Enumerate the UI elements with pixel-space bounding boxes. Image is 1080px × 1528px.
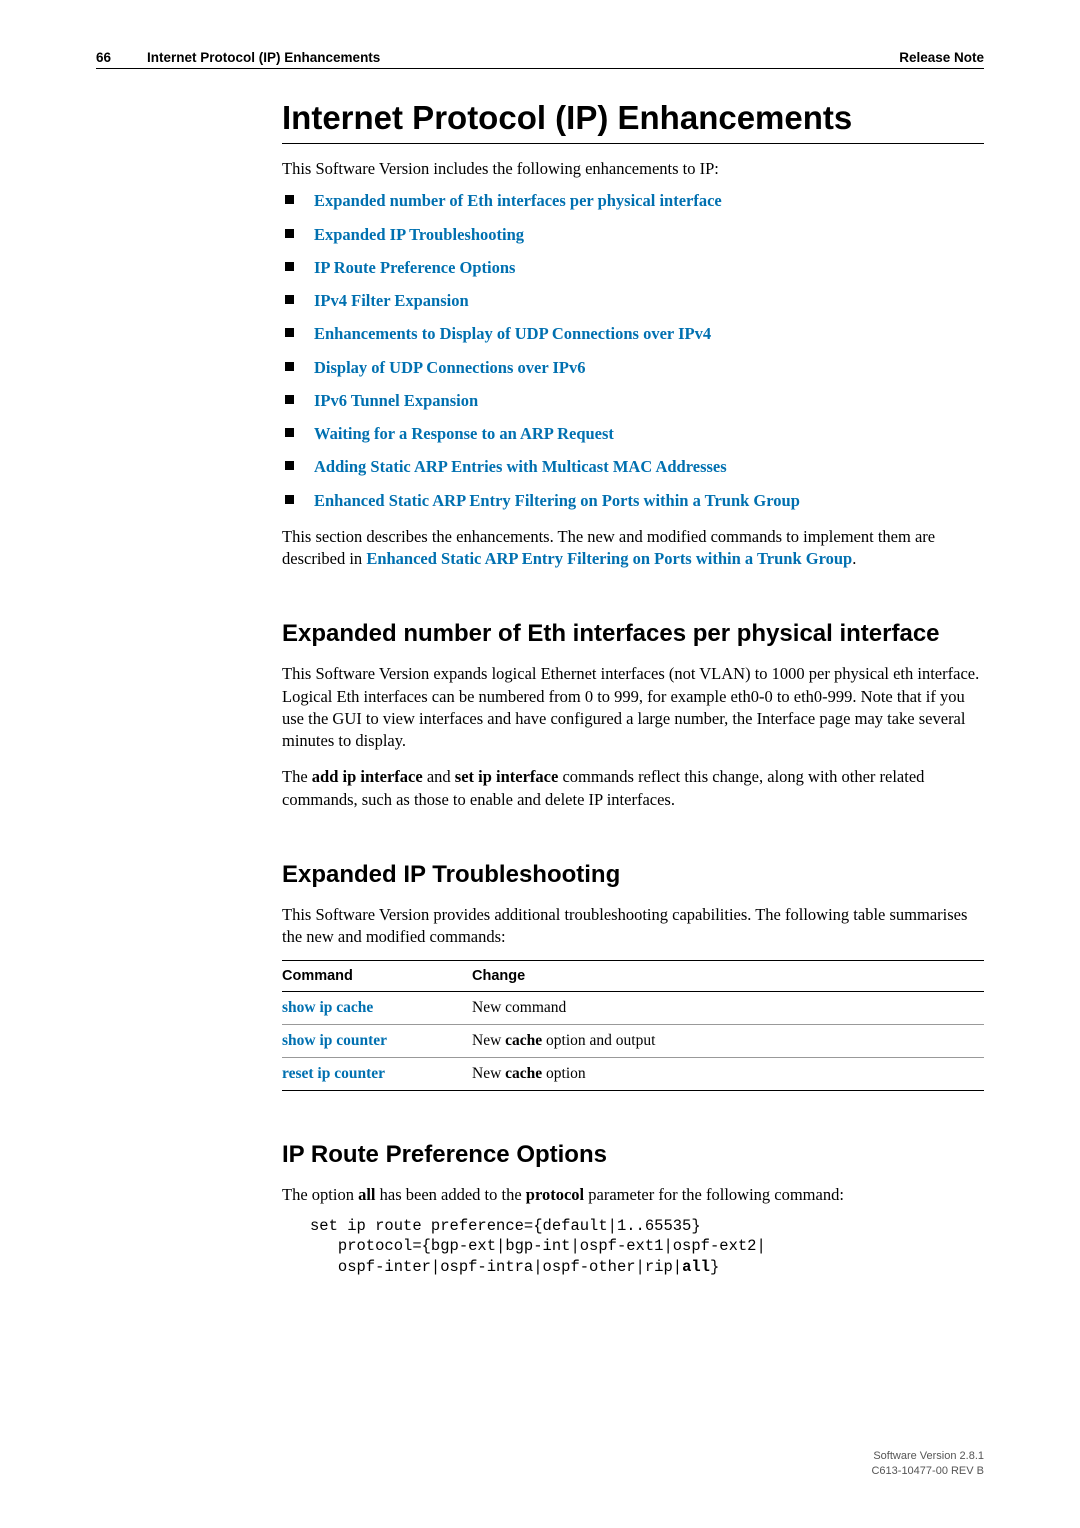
code-block: set ip route preference={default|1..6553… <box>310 1216 984 1276</box>
change-cell: New cache option <box>472 1058 984 1091</box>
toc-item: IPv6 Tunnel Expansion <box>282 390 984 412</box>
cmd-link[interactable]: show ip counter <box>282 1032 387 1049</box>
footer-docid: C613-10477-00 REV B <box>871 1464 984 1478</box>
cmd-link[interactable]: reset ip counter <box>282 1065 385 1082</box>
page-number: 66 <box>96 50 111 65</box>
table-row: show ip cache New command <box>282 992 984 1025</box>
toc-link[interactable]: Display of UDP Connections over IPv6 <box>314 358 586 377</box>
section-title-trouble: Expanded IP Troubleshooting <box>282 861 984 890</box>
toc-item: IP Route Preference Options <box>282 257 984 279</box>
toc-link[interactable]: Enhanced Static ARP Entry Filtering on P… <box>314 491 800 510</box>
toc-link[interactable]: Expanded IP Troubleshooting <box>314 225 524 244</box>
post-toc-para: This section describes the enhancements.… <box>282 526 984 571</box>
toc-list: Expanded number of Eth interfaces per ph… <box>282 190 984 512</box>
change-cell: New command <box>472 992 984 1025</box>
intro-text: This Software Version includes the follo… <box>282 158 984 180</box>
toc-link[interactable]: IPv4 Filter Expansion <box>314 291 469 310</box>
toc-item: IPv4 Filter Expansion <box>282 290 984 312</box>
page-footer: Software Version 2.8.1 C613-10477-00 REV… <box>871 1449 984 1478</box>
running-header: 66 Internet Protocol (IP) Enhancements R… <box>96 50 984 69</box>
post-toc-link[interactable]: Enhanced Static ARP Entry Filtering on P… <box>366 549 852 568</box>
table-header-change: Change <box>472 961 984 992</box>
page-title: Internet Protocol (IP) Enhancements <box>282 99 984 144</box>
toc-link[interactable]: Waiting for a Response to an ARP Request <box>314 424 614 443</box>
toc-link[interactable]: Expanded number of Eth interfaces per ph… <box>314 191 722 210</box>
table-row: show ip counter New cache option and out… <box>282 1025 984 1058</box>
change-cell: New cache option and output <box>472 1025 984 1058</box>
sec2-para1: This Software Version provides additiona… <box>282 904 984 949</box>
toc-item: Expanded number of Eth interfaces per ph… <box>282 190 984 212</box>
command-table: Command Change show ip cache New command… <box>282 960 984 1091</box>
toc-item: Display of UDP Connections over IPv6 <box>282 357 984 379</box>
toc-item: Adding Static ARP Entries with Multicast… <box>282 456 984 478</box>
section-title-eth: Expanded number of Eth interfaces per ph… <box>282 620 984 649</box>
sec1-para1: This Software Version expands logical Et… <box>282 663 984 752</box>
toc-link[interactable]: IPv6 Tunnel Expansion <box>314 391 478 410</box>
footer-version: Software Version 2.8.1 <box>871 1449 984 1463</box>
table-header-command: Command <box>282 961 472 992</box>
toc-item: Expanded IP Troubleshooting <box>282 224 984 246</box>
section-title-route-pref: IP Route Preference Options <box>282 1141 984 1170</box>
sec3-para1: The option all has been added to the pro… <box>282 1184 984 1206</box>
header-section: Internet Protocol (IP) Enhancements <box>147 50 380 65</box>
toc-link[interactable]: Enhancements to Display of UDP Connectio… <box>314 324 711 343</box>
sec1-para2: The add ip interface and set ip interfac… <box>282 766 984 811</box>
toc-item: Enhancements to Display of UDP Connectio… <box>282 323 984 345</box>
toc-link[interactable]: IP Route Preference Options <box>314 258 515 277</box>
header-doc-type: Release Note <box>899 50 984 65</box>
cmd-link[interactable]: show ip cache <box>282 999 373 1016</box>
toc-item: Waiting for a Response to an ARP Request <box>282 423 984 445</box>
table-row: reset ip counter New cache option <box>282 1058 984 1091</box>
toc-link[interactable]: Adding Static ARP Entries with Multicast… <box>314 457 727 476</box>
toc-item: Enhanced Static ARP Entry Filtering on P… <box>282 490 984 512</box>
post-toc-post: . <box>852 549 856 568</box>
